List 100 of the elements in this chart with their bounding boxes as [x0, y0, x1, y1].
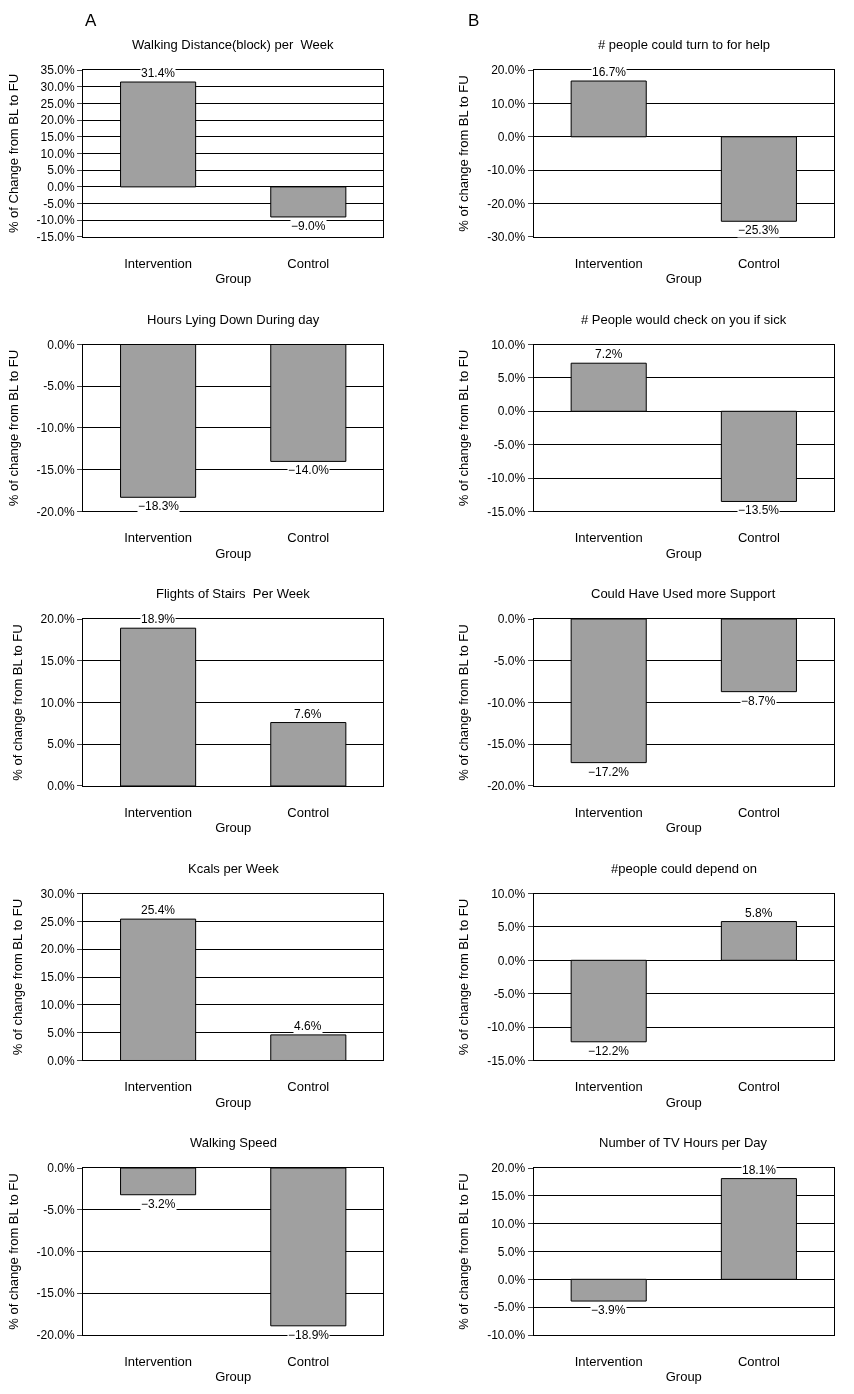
- x-tick-label: Control: [287, 1079, 330, 1095]
- y-tick-label: 0.0%: [47, 1161, 75, 1176]
- x-tick-label: Intervention: [124, 1353, 193, 1369]
- chart-title: Walking Speed: [190, 1135, 277, 1150]
- data-label: 16.7%: [592, 65, 627, 79]
- data-label: −12.2%: [588, 1044, 630, 1058]
- y-tick-label: -20.0%: [487, 196, 526, 211]
- y-tick-label: 5.0%: [47, 1025, 75, 1040]
- data-label: −18.9%: [288, 1328, 330, 1342]
- x-tick-label: Intervention: [124, 804, 193, 820]
- x-tick-label: Intervention: [574, 1353, 643, 1369]
- data-label: −9.0%: [291, 219, 326, 233]
- data-label: −17.2%: [588, 765, 630, 779]
- y-tick-label: 20.0%: [40, 113, 75, 128]
- y-tick-label: -5.0%: [493, 437, 526, 452]
- y-tick-label: 15.0%: [40, 970, 75, 985]
- y-tick-label: 30.0%: [40, 79, 75, 94]
- y-tick-label: 10.0%: [40, 146, 75, 161]
- x-axis-title: Group: [665, 1369, 702, 1385]
- y-tick-label: -5.0%: [493, 1300, 526, 1315]
- chart-title: # People would check on you if sick: [581, 312, 787, 327]
- y-tick-label: -5.0%: [43, 196, 75, 211]
- y-tick-label: 0.0%: [47, 779, 75, 794]
- y-axis-title: % of change from BL to FU: [9, 624, 25, 781]
- y-tick-label: 25.0%: [40, 96, 75, 111]
- y-axis-title: % of change from BL to FU: [456, 898, 472, 1056]
- y-tick-label: -15.0%: [36, 230, 75, 245]
- y-tick-label: -15.0%: [36, 462, 75, 477]
- y-tick-label: -30.0%: [487, 230, 526, 245]
- y-tick-label: -10.0%: [36, 421, 75, 436]
- y-tick-label: 20.0%: [40, 942, 75, 957]
- chart-title: Could Have Used more Support: [591, 586, 776, 601]
- x-tick-label: Control: [737, 1079, 780, 1095]
- y-tick-label: 10.0%: [491, 337, 526, 352]
- x-tick-label: Control: [737, 255, 780, 271]
- x-tick-label: Control: [737, 1353, 780, 1369]
- x-axis-title: Group: [215, 271, 252, 287]
- y-tick-label: -20.0%: [36, 1328, 75, 1343]
- y-tick-label: -10.0%: [487, 1328, 526, 1343]
- data-label: −3.2%: [141, 1197, 176, 1211]
- y-tick-label: 30.0%: [40, 886, 75, 901]
- data-label: −18.3%: [138, 499, 180, 513]
- y-tick-label: -15.0%: [487, 737, 526, 752]
- x-tick-label: Intervention: [124, 530, 193, 546]
- data-label: −13.5%: [738, 503, 780, 517]
- y-tick-label: 0.0%: [497, 129, 526, 144]
- x-axis-title: Group: [215, 820, 252, 836]
- x-tick-label: Intervention: [574, 1079, 643, 1095]
- y-axis-title: % of Change from BL to FU: [5, 73, 21, 234]
- y-tick-label: 15.0%: [491, 1189, 526, 1204]
- y-tick-label: 20.0%: [40, 612, 75, 627]
- y-tick-label: -10.0%: [487, 695, 526, 710]
- x-tick-label: Intervention: [574, 804, 643, 820]
- chart-title: Hours Lying Down During day: [147, 312, 320, 327]
- y-tick-label: 25.0%: [40, 914, 75, 929]
- text: A: [85, 11, 97, 30]
- y-tick-label: 0.0%: [47, 337, 75, 352]
- y-tick-label: 10.0%: [40, 998, 75, 1013]
- y-tick-label: 0.0%: [497, 404, 526, 419]
- y-tick-label: 5.0%: [497, 371, 526, 386]
- x-axis-title: Group: [215, 1094, 252, 1110]
- y-tick-label: 15.0%: [40, 129, 75, 144]
- y-tick-label: 20.0%: [491, 63, 526, 78]
- chart-title: Walking Distance(block) per Week: [132, 37, 335, 52]
- x-tick-label: Control: [287, 255, 330, 271]
- data-label: 25.4%: [141, 903, 176, 917]
- y-tick-label: 10.0%: [491, 1216, 526, 1231]
- y-tick-label: -10.0%: [36, 1244, 75, 1259]
- x-tick-label: Intervention: [574, 255, 643, 271]
- x-tick-label: Intervention: [124, 1079, 193, 1095]
- data-label: −25.3%: [738, 223, 780, 237]
- data-label: 5.8%: [745, 906, 773, 920]
- y-tick-label: -20.0%: [36, 504, 75, 519]
- y-tick-label: 10.0%: [40, 695, 75, 710]
- chart-title: Number of TV Hours per Day: [599, 1135, 768, 1150]
- x-tick-label: Control: [737, 530, 780, 546]
- y-tick-label: -15.0%: [487, 1053, 526, 1068]
- y-tick-label: 0.0%: [47, 1053, 75, 1068]
- chart-title: Flights of Stairs Per Week: [156, 586, 311, 601]
- y-axis-title: % of change from BL to FU: [5, 1173, 21, 1330]
- y-tick-label: 5.0%: [47, 737, 75, 752]
- data-label: 4.6%: [294, 1019, 322, 1033]
- x-tick-label: Control: [287, 530, 330, 546]
- y-tick-label: 10.0%: [491, 886, 526, 901]
- data-label: −3.9%: [591, 1303, 626, 1317]
- y-axis-title: % of change from BL to FU: [456, 624, 472, 781]
- chart-title: #people could depend on: [611, 861, 758, 876]
- x-axis-title: Group: [665, 545, 702, 561]
- text: B: [468, 11, 480, 30]
- y-tick-label: -5.0%: [493, 986, 526, 1001]
- x-tick-label: Intervention: [574, 530, 643, 546]
- y-tick-label: -10.0%: [487, 1020, 526, 1035]
- y-tick-label: 0.0%: [497, 1272, 526, 1287]
- x-axis-title: Group: [665, 1094, 702, 1110]
- chart-title: # people could turn to for help: [598, 37, 771, 52]
- x-tick-label: Control: [737, 804, 780, 820]
- y-tick-label: -15.0%: [36, 1286, 75, 1301]
- y-tick-label: 0.0%: [497, 612, 526, 627]
- data-label: 31.4%: [141, 66, 176, 80]
- y-tick-label: 5.0%: [497, 920, 526, 935]
